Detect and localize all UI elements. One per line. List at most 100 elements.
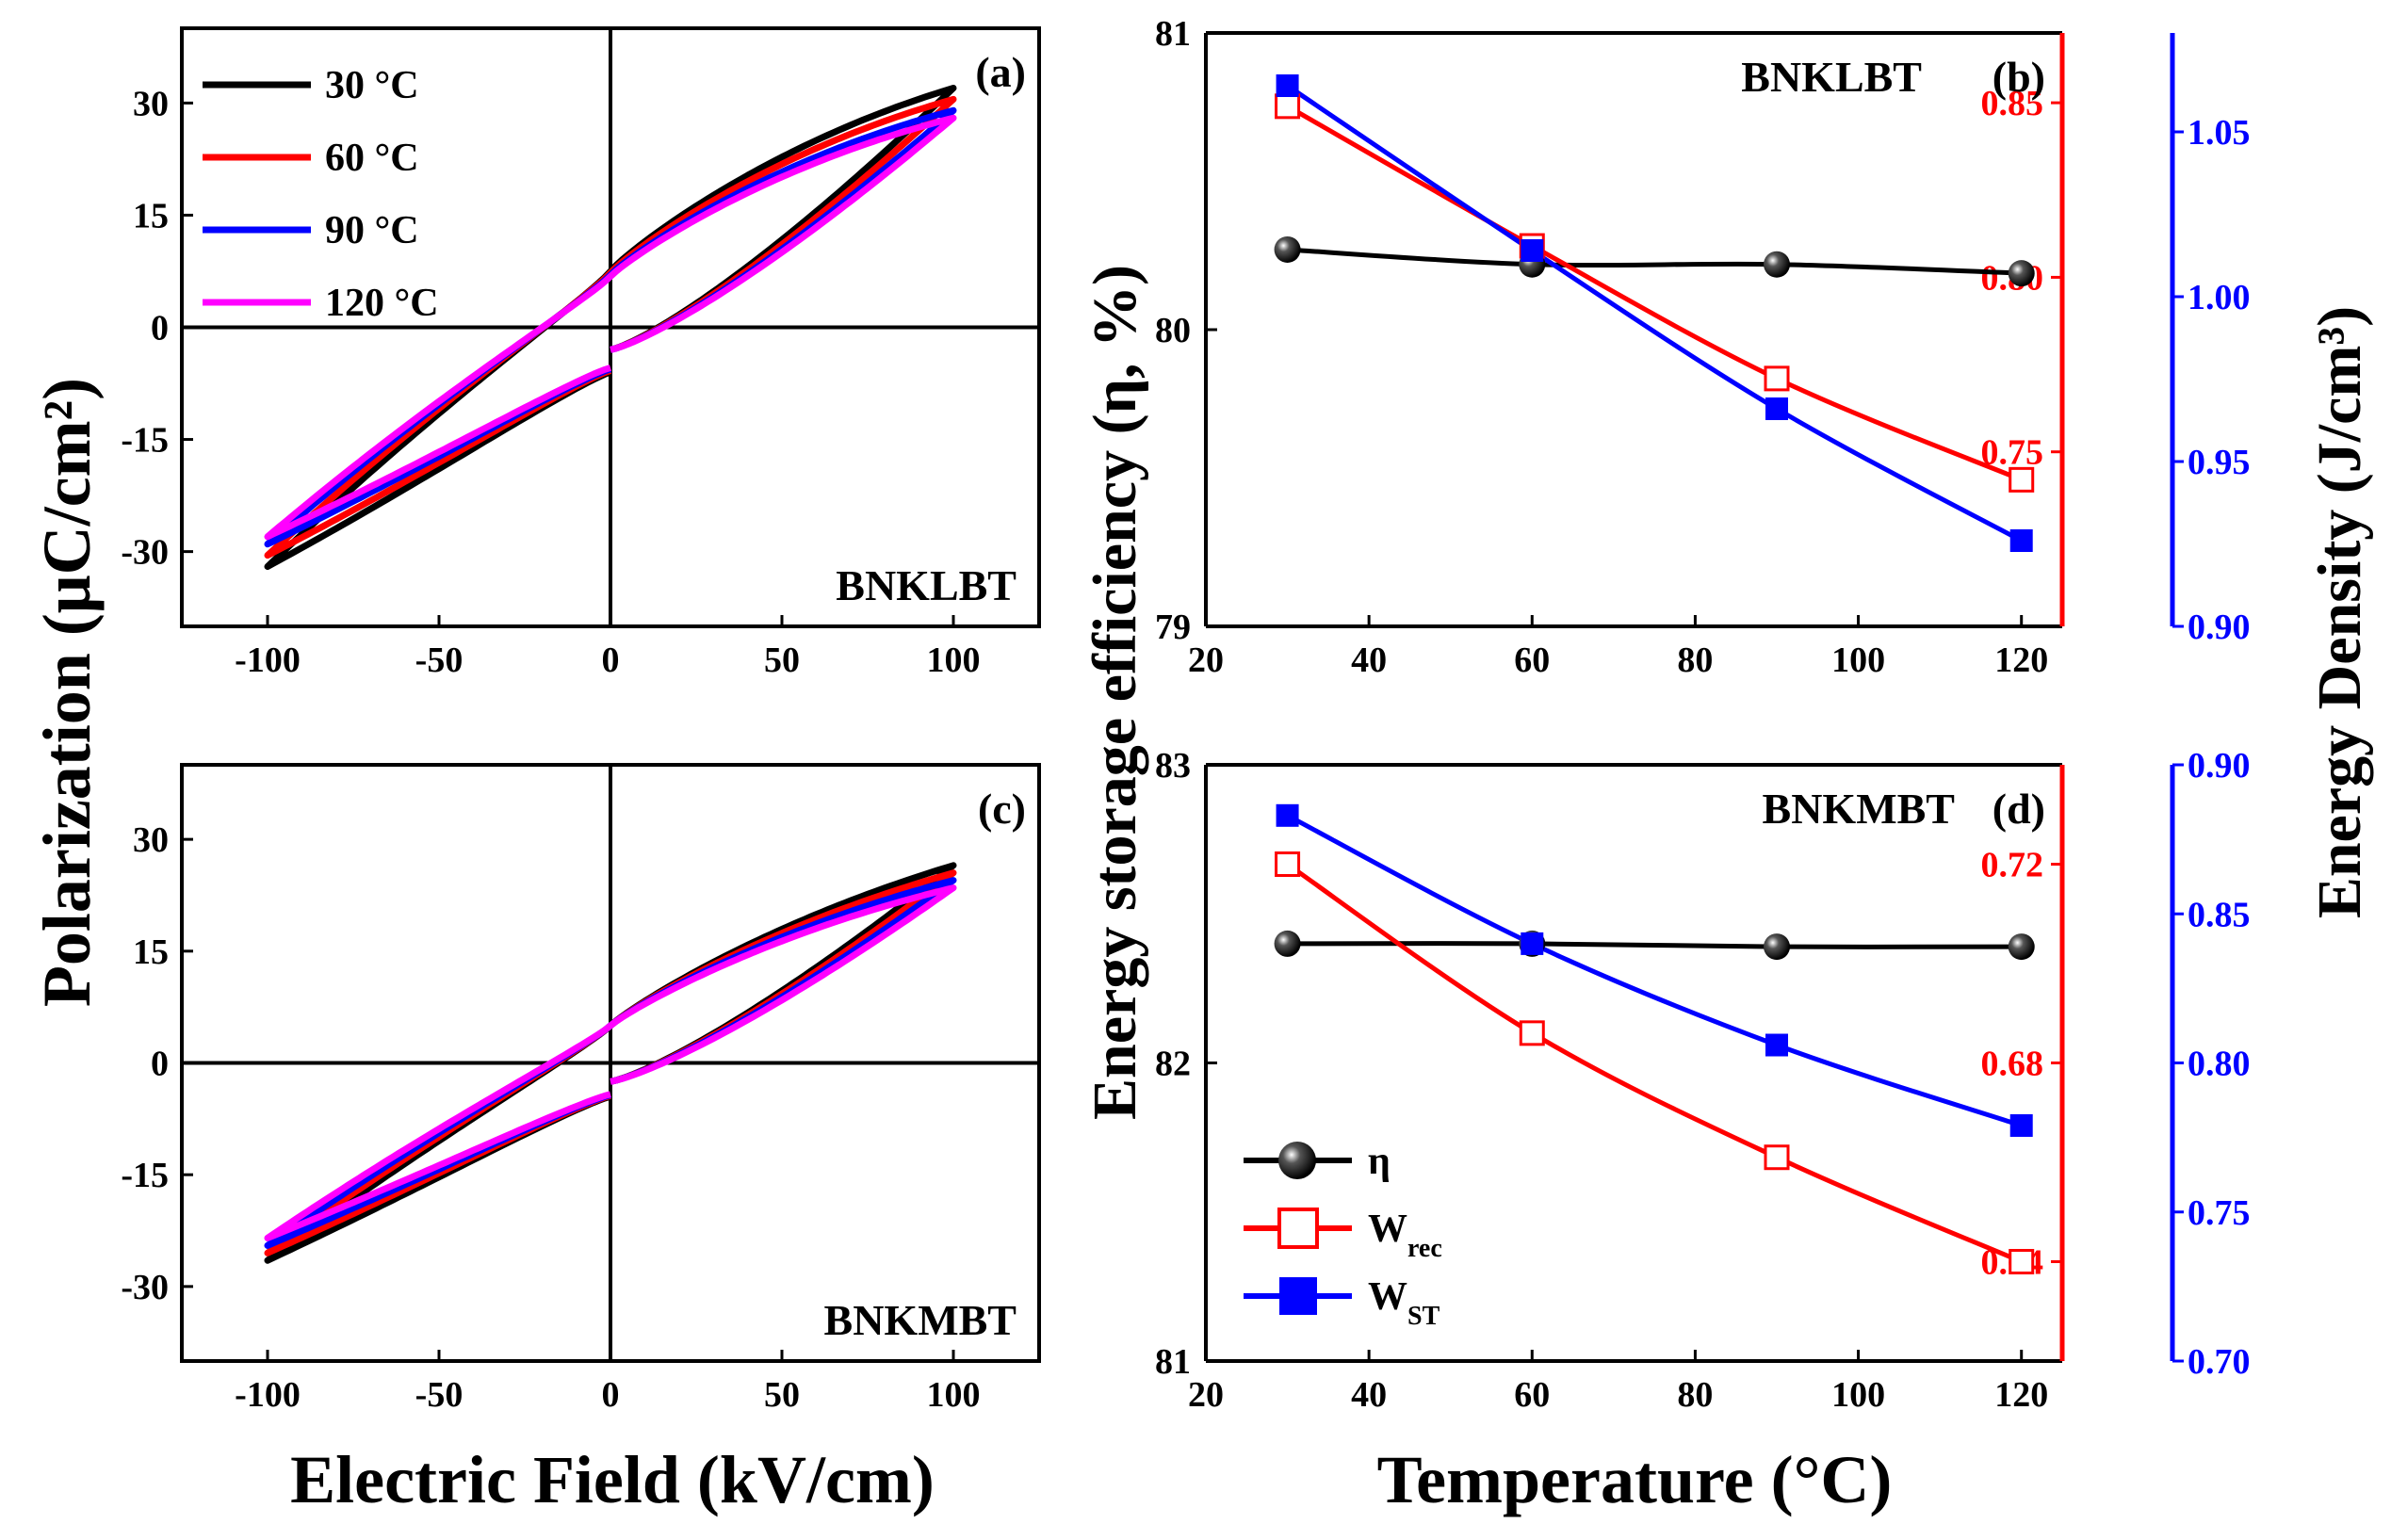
wst-point [1521, 239, 1544, 262]
panel-label: (d) [1992, 785, 2045, 833]
y-tick-label: 0 [151, 309, 169, 349]
hysteresis-loop-120C [264, 884, 957, 1241]
legend-label: 120 °C [325, 282, 439, 325]
wrec-point [1764, 1144, 1790, 1171]
x-tick-label: 0 [602, 640, 620, 680]
wst-point [1765, 397, 1788, 420]
eta-line [1287, 247, 2022, 276]
eta-point [1274, 930, 1301, 957]
y1-tick-label: 81 [1155, 1342, 1191, 1382]
panel-d: 204060801001208182830.640.680.720.700.75… [1155, 746, 2251, 1415]
sample-annotation: BNKMBT [1763, 785, 1955, 833]
axis-labels: Electric Field (kV/cm) Temperature (°C) Po… [29, 265, 2374, 1517]
y-tick-label: 30 [133, 84, 169, 123]
legend-label: 30 °C [325, 64, 419, 107]
panel-a: -100 -50 0 50 100 -30 -15 0 15 30 (a) BNKLBT 30 °C 60… [121, 26, 1041, 680]
y1-tick-label: 80 [1155, 311, 1191, 350]
x-tick-label: 40 [1351, 640, 1387, 680]
sample-annotation: BNKLBT [1741, 53, 1922, 101]
y-axis-title-efficiency: Energy storage efficiency (η, %) [1081, 265, 1149, 1120]
x-tick-label: 20 [1188, 640, 1224, 680]
y3-tick-label: 1.05 [2188, 113, 2251, 153]
eta-point [2008, 933, 2035, 961]
y-tick-label: 15 [133, 932, 169, 972]
eta-point [2008, 260, 2035, 287]
wst-line [1286, 83, 2023, 543]
y-tick-label: 30 [133, 820, 169, 860]
eta-point [1764, 251, 1790, 278]
eta-point [1764, 933, 1790, 961]
x-tick-label: 120 [1994, 640, 2048, 680]
x-tick-label: 0 [602, 1375, 620, 1415]
panel-label: (a) [975, 48, 1026, 96]
panel-label: (c) [978, 785, 1026, 833]
wrec-point [1764, 365, 1790, 392]
y-tick-label: 0 [151, 1045, 169, 1084]
hysteresis-loop-120C [264, 114, 957, 541]
x-tick-label: 20 [1188, 1375, 1224, 1415]
legend-label: 90 °C [325, 209, 419, 252]
y2-tick-label: 0.72 [1981, 846, 2044, 885]
y1-tick-label: 82 [1155, 1045, 1191, 1084]
legend-marker [1277, 1208, 1319, 1249]
wst-line [1286, 813, 2023, 1128]
x-tick-label: 120 [1994, 1375, 2048, 1415]
wst-point [1276, 74, 1299, 97]
y2-tick-label: 0.85 [1981, 84, 2044, 123]
y2-tick-label: 0.68 [1981, 1045, 2044, 1084]
x-tick-label: -50 [415, 640, 464, 680]
wrec-line [1286, 862, 2023, 1264]
y1-tick-label: 79 [1155, 608, 1191, 647]
panel-label: (b) [1992, 53, 2045, 101]
legend-marker [1279, 1277, 1317, 1315]
y3-tick-label: 0.85 [2188, 895, 2251, 934]
wst-point [2009, 529, 2033, 552]
y3-tick-label: 0.95 [2188, 443, 2251, 482]
wrec-point [1275, 93, 1301, 120]
wrec-point [1275, 851, 1301, 877]
x-tick-label: 50 [764, 640, 800, 680]
x-tick-label: -100 [235, 1375, 301, 1415]
wst-point [1521, 932, 1544, 955]
x-axis-title-left: Electric Field (kV/cm) [290, 1442, 935, 1517]
x-tick-label: -50 [415, 1375, 464, 1415]
y-tick-label: -30 [121, 533, 169, 573]
legend-label: WST [1368, 1275, 1440, 1331]
wst-point [1765, 1033, 1788, 1057]
panel-b: 204060801001207980810.750.800.850.900.95… [1155, 14, 2251, 680]
wrec-point [2009, 1249, 2035, 1274]
wst-point [1276, 803, 1299, 827]
x-tick-label: 60 [1514, 1375, 1550, 1415]
x-tick-label: 100 [1831, 1375, 1885, 1415]
legend-marker [1278, 1142, 1316, 1179]
y1-tick-label: 83 [1155, 746, 1191, 786]
x-tick-label: 100 [1831, 640, 1885, 680]
x-tick-label: 40 [1351, 1375, 1387, 1415]
x-tick-label: 100 [927, 640, 981, 680]
x-tick-label: 60 [1514, 640, 1550, 680]
wst-point [2009, 1113, 2033, 1137]
y3-tick-label: 1.00 [2188, 278, 2251, 317]
y3-tick-label: 0.75 [2188, 1193, 2251, 1233]
legend-label: η [1368, 1140, 1391, 1183]
x-axis-title-right: Temperature (°C) [1377, 1442, 1893, 1517]
x-tick-label: 80 [1677, 640, 1713, 680]
sample-annotation: BNKMBT [824, 1296, 1017, 1344]
y3-tick-label: 0.80 [2188, 1045, 2251, 1084]
panel-c: -100 -50 0 50 100 -30 -15 0 15 30 (c) BNKMBT [121, 763, 1041, 1415]
wrec-point [2009, 466, 2035, 493]
y3-tick-label: 0.90 [2188, 608, 2251, 647]
y1-tick-label: 81 [1155, 14, 1191, 54]
y3-tick-label: 0.70 [2188, 1342, 2251, 1382]
wrec-line [1286, 104, 2023, 482]
y-axis-title-left: Polarization (μC/cm²) [29, 378, 105, 1007]
y-tick-label: 15 [133, 196, 169, 235]
eta-point [1274, 235, 1301, 263]
y-tick-label: -15 [121, 421, 169, 461]
y-tick-label: -30 [121, 1268, 169, 1307]
x-tick-label: -100 [235, 640, 301, 680]
x-tick-label: 50 [764, 1375, 800, 1415]
y3-tick-label: 0.90 [2188, 746, 2251, 786]
sample-annotation: BNKLBT [836, 561, 1017, 609]
